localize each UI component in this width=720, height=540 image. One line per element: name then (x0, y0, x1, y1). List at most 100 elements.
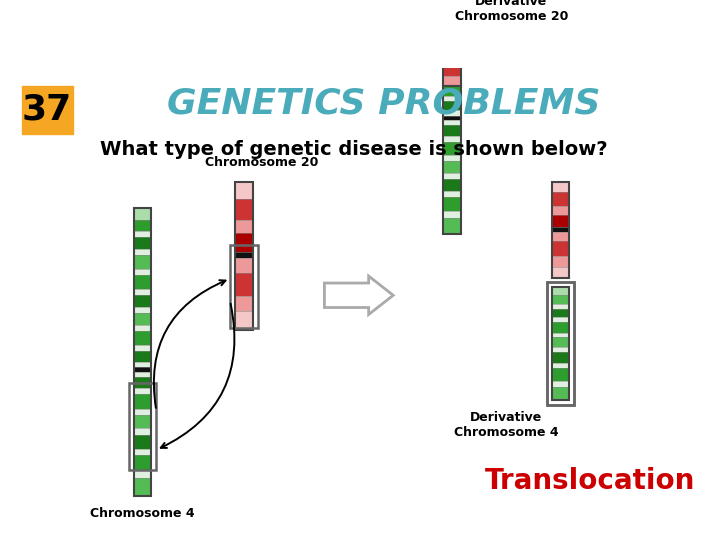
Bar (552, 338, 570, 347)
Bar (22, 85, 73, 133)
Bar (444, 62, 461, 76)
Bar (134, 449, 151, 455)
Bar (444, 33, 461, 85)
Bar (235, 258, 253, 273)
Bar (552, 267, 570, 278)
Bar (134, 208, 151, 496)
FancyArrowPatch shape (161, 303, 235, 448)
Bar (444, 197, 461, 211)
Bar (235, 181, 253, 199)
Text: Chromosome 20: Chromosome 20 (204, 156, 318, 168)
Bar (552, 206, 570, 215)
Bar (552, 192, 570, 206)
Bar (552, 309, 570, 317)
Bar (134, 326, 151, 332)
Bar (444, 110, 461, 116)
Bar (134, 415, 151, 428)
Bar (134, 388, 151, 394)
Bar (444, 173, 461, 179)
Bar (235, 199, 253, 220)
Bar (552, 352, 570, 363)
Bar (444, 102, 461, 110)
Bar (444, 211, 461, 218)
Bar (552, 333, 570, 338)
Text: What type of genetic disease is shown below?: What type of genetic disease is shown be… (100, 140, 608, 159)
Bar (134, 237, 151, 249)
Bar (134, 332, 151, 345)
Bar (552, 363, 570, 368)
Bar (444, 125, 461, 136)
Bar (235, 233, 253, 252)
Bar (444, 161, 461, 173)
Bar (552, 304, 570, 309)
Bar (134, 409, 151, 415)
Bar (134, 478, 151, 496)
Bar (552, 368, 570, 381)
Bar (230, 245, 258, 328)
FancyArrowPatch shape (154, 280, 225, 408)
Bar (552, 381, 570, 387)
Bar (444, 179, 461, 191)
Bar (134, 372, 151, 377)
Bar (552, 287, 570, 295)
Bar (235, 220, 253, 233)
Bar (235, 252, 253, 258)
Bar (134, 367, 151, 372)
Bar (546, 282, 574, 404)
Bar (552, 287, 570, 400)
Bar (444, 50, 461, 62)
Bar (134, 435, 151, 449)
Bar (552, 181, 570, 278)
Bar (134, 313, 151, 326)
Bar (134, 470, 151, 478)
Bar (134, 377, 151, 388)
Bar (546, 282, 574, 404)
Bar (552, 215, 570, 227)
Bar (134, 269, 151, 275)
Bar (134, 231, 151, 237)
Bar (129, 383, 156, 470)
Bar (552, 347, 570, 352)
Bar (134, 255, 151, 269)
Bar (134, 295, 151, 307)
Text: 37: 37 (22, 92, 72, 126)
Text: Derivative
Chromosome 4: Derivative Chromosome 4 (454, 410, 559, 438)
Bar (552, 317, 570, 322)
Bar (552, 181, 570, 192)
Text: Chromosome 4: Chromosome 4 (90, 507, 195, 520)
Bar (552, 322, 570, 333)
Bar (235, 311, 253, 330)
Bar (444, 85, 461, 234)
Bar (134, 345, 151, 352)
Bar (444, 42, 461, 50)
Bar (444, 156, 461, 161)
Bar (235, 181, 253, 330)
Bar (444, 142, 461, 156)
Bar (552, 241, 570, 256)
Bar (444, 76, 461, 85)
Bar (235, 296, 253, 311)
Bar (134, 307, 151, 313)
Bar (444, 218, 461, 234)
Bar (552, 295, 570, 304)
Text: GENETICS PROBLEMS: GENETICS PROBLEMS (167, 86, 600, 120)
Text: Derivative
Chromosome 20: Derivative Chromosome 20 (454, 0, 568, 23)
Bar (444, 136, 461, 142)
Bar (444, 96, 461, 102)
Bar (552, 256, 570, 267)
Polygon shape (325, 276, 393, 314)
Bar (134, 455, 151, 470)
Bar (134, 208, 151, 220)
Bar (552, 387, 570, 400)
Bar (134, 249, 151, 255)
Bar (134, 220, 151, 231)
Bar (552, 227, 570, 232)
Text: Translocation: Translocation (485, 467, 695, 495)
Bar (444, 120, 461, 125)
Bar (552, 232, 570, 241)
Bar (134, 394, 151, 409)
Bar (134, 275, 151, 289)
Bar (444, 33, 461, 42)
Bar (134, 289, 151, 295)
Bar (444, 116, 461, 120)
